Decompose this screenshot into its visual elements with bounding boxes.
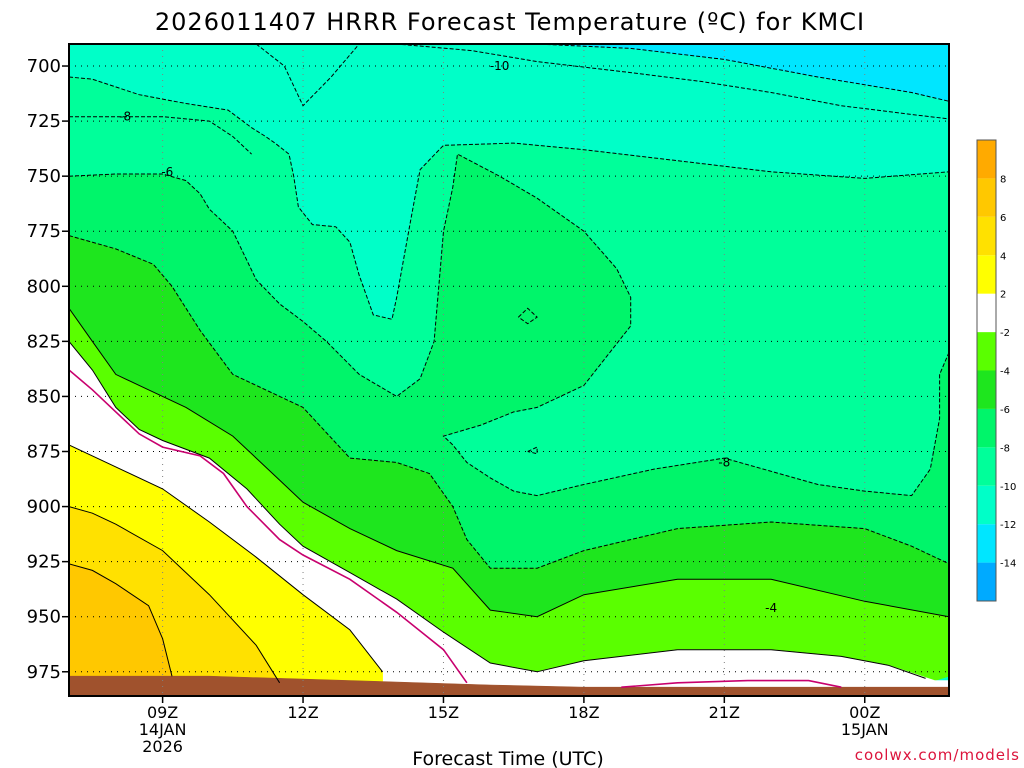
- y-tick-label: 750: [27, 166, 61, 187]
- contour-line-10: [69, 341, 926, 679]
- contour-line-15: [69, 563, 173, 677]
- contour-line-9: [69, 308, 949, 618]
- y-tick-label: 700: [27, 56, 61, 77]
- x-tick-label: 14JAN: [139, 720, 187, 739]
- contour-lines: [69, 44, 949, 688]
- contour-line-11: [69, 369, 468, 684]
- colorbar-swatch: [977, 140, 996, 179]
- colorbar-swatch: [977, 485, 996, 525]
- gridlines: [69, 44, 949, 696]
- colorbar-label: 2: [1000, 290, 1006, 301]
- contour-label: -8: [119, 110, 131, 124]
- x-tick-label: 15Z: [428, 703, 459, 722]
- contour-labels: -10 -8 -6 -8 -4: [119, 59, 777, 615]
- colorbar-frame: [976, 139, 997, 602]
- contour-line-8: [69, 235, 949, 569]
- contour-line-13: [69, 444, 383, 673]
- contour-line-6: [518, 307, 538, 325]
- temperature-fills: [69, 44, 949, 696]
- colorbar-swatch: [977, 216, 996, 256]
- contour-line-4: [69, 153, 949, 497]
- y-tick-label: 950: [27, 607, 61, 628]
- fill-ground: [69, 675, 949, 696]
- colorbar-label: 6: [1000, 213, 1006, 224]
- x-tick-label: 12Z: [287, 703, 318, 722]
- x-tick-label: 09Z: [147, 703, 178, 722]
- colorbar-label: -6: [1000, 405, 1010, 416]
- x-tick-label: 15JAN: [841, 720, 889, 739]
- colorbar-swatch: [977, 332, 996, 371]
- y-tick-label: 875: [27, 442, 61, 463]
- colorbar-label: -2: [1000, 328, 1010, 339]
- contour-line-3: [255, 44, 360, 107]
- contour-line-0: [69, 76, 949, 320]
- y-tick-label: 800: [27, 276, 61, 297]
- colorbar-label: -14: [1000, 559, 1016, 570]
- y-tick-label: 775: [27, 221, 61, 242]
- colorbar-label: -8: [1000, 443, 1010, 454]
- colorbar-swatch: [977, 562, 996, 601]
- y-tick-label: 725: [27, 111, 61, 132]
- x-axis-label: Forecast Time (UTC): [412, 748, 603, 768]
- x-tick-label: 18Z: [568, 703, 599, 722]
- x-tick-label: 21Z: [709, 703, 740, 722]
- x-tick-label: 00Z: [849, 703, 880, 722]
- y-tick-label: 925: [27, 552, 61, 573]
- x-tick-label: 2026: [142, 737, 183, 756]
- contour-line-7: [527, 446, 538, 455]
- colorbar-swatch: [977, 178, 996, 217]
- credit-text: coolwx.com/models: [855, 746, 1020, 764]
- colorbar-swatch: [977, 255, 996, 294]
- colorbar-swatch: [977, 293, 996, 333]
- colorbar-label: 4: [1000, 251, 1006, 262]
- contour-line-12: [621, 679, 842, 688]
- colorbar-swatch: [977, 447, 996, 486]
- colorbar-swatch: [977, 370, 996, 409]
- y-tick-label: 850: [27, 386, 61, 407]
- contour-label: -8: [718, 456, 730, 470]
- contour-label: -10: [490, 59, 510, 73]
- colorbar-label: -10: [1000, 482, 1016, 493]
- colorbar-swatch: [977, 524, 996, 563]
- contour-line-14: [69, 506, 281, 684]
- plot-frame: [68, 43, 950, 697]
- y-tick-label: 975: [27, 662, 61, 683]
- contour-line-5: [69, 116, 252, 155]
- contour-line-2: [396, 44, 949, 102]
- colorbar-swatch: [977, 408, 996, 448]
- contour-label: -6: [161, 165, 173, 179]
- y-tick-label: 900: [27, 497, 61, 518]
- y-axis: 700 725 750 775 800 825 850 875 900 925 950 975: [27, 56, 69, 683]
- colorbar: -14 -12 -10 -8 -6 -4 -2 2 4 6 8: [976, 139, 1016, 602]
- contour-label: -4: [765, 601, 777, 615]
- y-tick-label: 825: [27, 331, 61, 352]
- contour-line-1: [335, 44, 949, 120]
- chart-title: 2026011407 HRRR Forecast Temperature (ºC…: [155, 8, 865, 36]
- colorbar-label: -12: [1000, 520, 1016, 531]
- colorbar-label: 8: [1000, 174, 1006, 185]
- colorbar-label: -4: [1000, 367, 1010, 378]
